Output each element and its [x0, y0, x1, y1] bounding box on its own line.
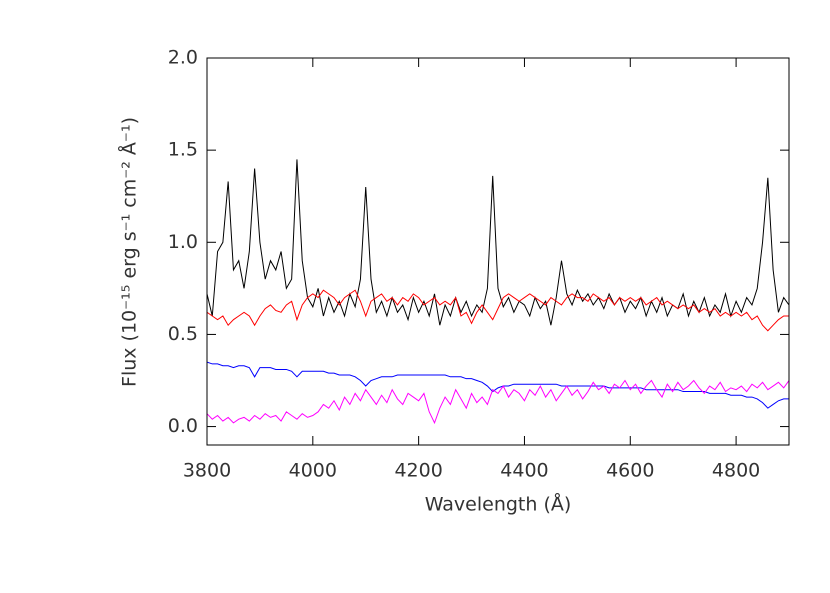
y-tick-label: 0.5 — [168, 323, 198, 345]
x-axis-title: Wavelength (Å) — [425, 493, 572, 516]
series-line — [207, 379, 789, 425]
y-tick-label: 2.0 — [168, 47, 198, 69]
x-tick-label: 4200 — [394, 460, 442, 482]
x-tick-label: 3800 — [183, 460, 231, 482]
series-line — [207, 159, 789, 326]
y-axis-title: Flux (10⁻¹⁵ erg s⁻¹ cm⁻² Å⁻¹) — [118, 117, 141, 387]
x-tick-label: 4000 — [289, 460, 337, 482]
series-line — [207, 361, 789, 409]
x-tick-label: 4400 — [500, 460, 548, 482]
x-tick-label: 4800 — [712, 460, 760, 482]
y-tick-label: 1.5 — [168, 139, 198, 161]
y-tick-label: 0.0 — [168, 415, 198, 437]
series-line — [207, 289, 789, 332]
y-tick-label: 1.0 — [168, 231, 198, 253]
plot-lines — [207, 159, 789, 425]
x-tick-label: 4600 — [606, 460, 654, 482]
plot-frame — [206, 57, 790, 446]
